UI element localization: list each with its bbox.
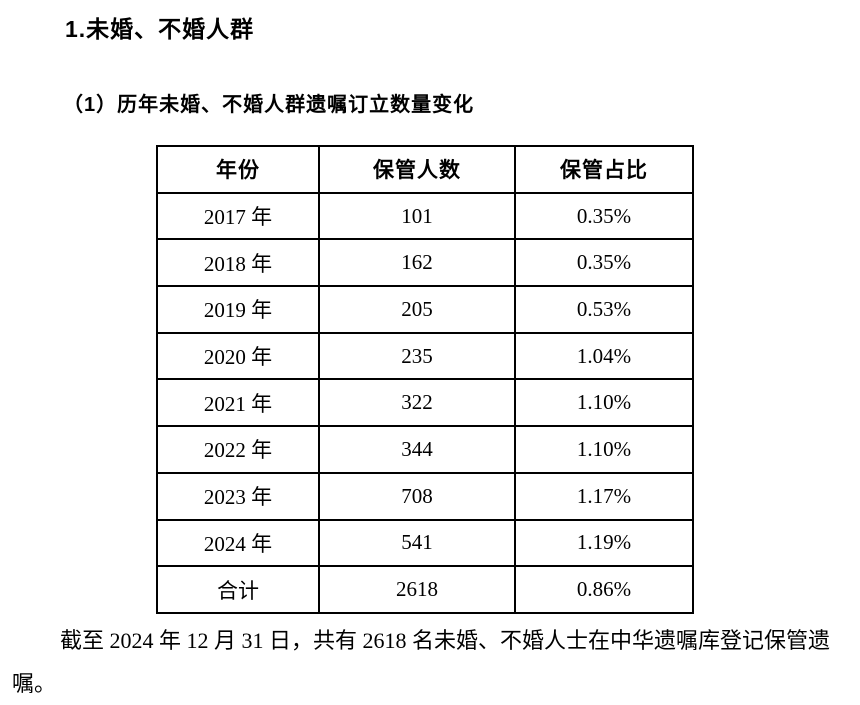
table-row: 2018 年 162 0.35% (156, 238, 694, 288)
table-header-row: 年份 保管人数 保管占比 (156, 145, 694, 194)
summary-paragraph: 截至 2024 年 12 月 31 日，共有 2618 名未婚、不婚人士在中华遗… (12, 627, 831, 696)
table-cell: 合计 (156, 565, 320, 614)
section-title: 1.未婚、不婚人群 (65, 16, 255, 42)
table-cell: 162 (318, 238, 516, 288)
table-cell: 205 (318, 285, 516, 334)
table-head: 年份 保管人数 保管占比 (156, 145, 694, 194)
table-cell: 2023 年 (156, 471, 320, 521)
table-cell: 541 (318, 518, 516, 568)
table-row: 2023 年 708 1.17% (156, 471, 694, 521)
table-cell: 2017 年 (156, 191, 320, 241)
table-body: 2017 年 101 0.35% 2018 年 162 0.35% 2019 年 205 0.5… (156, 191, 694, 614)
table-header-cell: 保管占比 (514, 145, 694, 194)
table-row: 2019 年 205 0.53% (156, 285, 694, 334)
table-cell: 0.35% (514, 238, 694, 288)
table-cell: 1.04% (514, 331, 694, 381)
table-row: 2021 年 322 1.10% (156, 378, 694, 428)
table-row: 2017 年 101 0.35% (156, 191, 694, 241)
table-cell: 101 (318, 191, 516, 241)
table-cell: 2020 年 (156, 331, 320, 381)
table-cell: 2618 (318, 565, 516, 614)
table-row: 2022 年 344 1.10% (156, 425, 694, 474)
table-cell: 344 (318, 425, 516, 474)
table-cell: 322 (318, 378, 516, 428)
document-page: 1.未婚、不婚人群 （1）历年未婚、不婚人群遗嘱订立数量变化 年份 保管人数 保管占… (12, 16, 831, 696)
table-cell: 1.17% (514, 471, 694, 521)
table-cell: 2024 年 (156, 518, 320, 568)
subsection-title: （1）历年未婚、不婚人群遗嘱订立数量变化 (63, 94, 475, 116)
table-cell: 708 (318, 471, 516, 521)
table-cell: 1.19% (514, 518, 694, 568)
table-cell: 2018 年 (156, 238, 320, 288)
table-cell: 0.35% (514, 191, 694, 241)
table-cell: 0.86% (514, 565, 694, 614)
table-cell: 0.53% (514, 285, 694, 334)
table-header-cell: 保管人数 (318, 145, 516, 194)
table-header-cell: 年份 (156, 145, 320, 194)
table-row: 2024 年 541 1.19% (156, 518, 694, 568)
table-row: 2020 年 235 1.04% (156, 331, 694, 381)
table-cell: 2021 年 (156, 378, 320, 428)
table-cell: 1.10% (514, 378, 694, 428)
table-cell: 235 (318, 331, 516, 381)
table-cell: 2022 年 (156, 425, 320, 474)
wills-by-year-table: 年份 保管人数 保管占比 2017 年 101 0.35% 2018 年 162 0.35% 2… (156, 145, 694, 614)
table-cell: 1.10% (514, 425, 694, 474)
table-row: 合计 2618 0.86% (156, 565, 694, 614)
table-cell: 2019 年 (156, 285, 320, 334)
